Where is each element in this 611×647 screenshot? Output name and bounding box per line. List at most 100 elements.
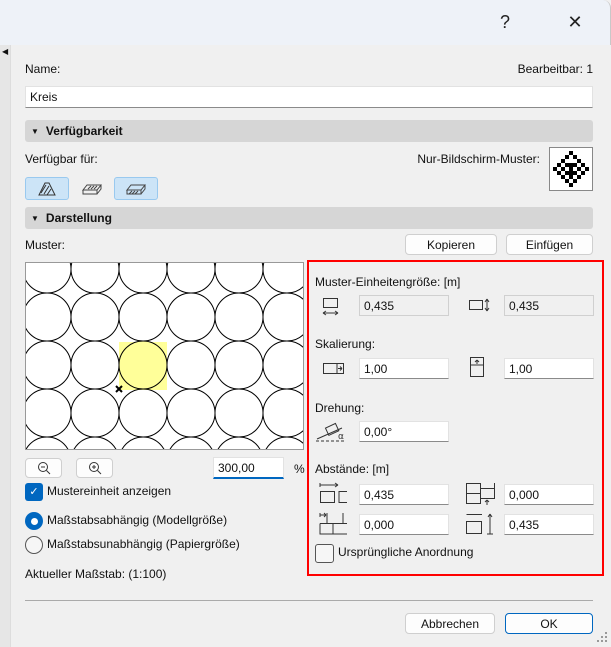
bitmap-pixel [573, 163, 577, 167]
bitmap-pixel [569, 151, 573, 155]
pattern-preview[interactable] [25, 262, 304, 450]
availability-section-header[interactable]: ▼ Verfügbarkeit [25, 120, 593, 142]
unit-height-input: 0,435 [504, 295, 594, 316]
bitmap-pixel [581, 163, 585, 167]
scale-dependent-radio[interactable] [25, 512, 43, 530]
cut-fill-icon [125, 184, 147, 194]
offset-y-icon [466, 483, 495, 505]
screen-pattern-label: Nur-Bildschirm-Muster: [417, 152, 540, 166]
bitmap-pixel [569, 175, 573, 179]
show-unit-checkbox[interactable]: ✓ [25, 483, 43, 501]
pattern-circle [26, 436, 69, 449]
pattern-label: Muster: [25, 238, 66, 252]
ok-button[interactable]: OK [505, 613, 593, 634]
close-button[interactable]: ✕ [567, 12, 583, 32]
screen-pattern-preview[interactable] [549, 147, 593, 191]
side-panel-toggle[interactable]: ◀ [0, 45, 11, 647]
current-scale: Aktueller Maßstab: (1:100) [25, 567, 167, 581]
zoom-in-button[interactable] [76, 458, 113, 478]
spacing-label: Abstände: [m] [315, 462, 390, 476]
unit-width-input: 0,435 [359, 295, 449, 316]
scale-y-input[interactable]: 1,00 [504, 358, 594, 379]
pattern-circle [262, 340, 303, 390]
fill-type-button[interactable] [25, 177, 69, 200]
bitmap-pixel [565, 171, 569, 175]
bitmap-pixel [565, 155, 569, 159]
pattern-circle [217, 436, 261, 449]
pattern-circle [70, 388, 120, 438]
unit-size-label: Muster-Einheitengröße: [m] [315, 275, 461, 289]
pattern-circle [214, 292, 264, 342]
pattern-circle [70, 340, 120, 390]
pattern-circle [118, 263, 168, 294]
scale-x-input[interactable]: 1,00 [359, 358, 449, 379]
bitmap-pixel [557, 163, 561, 167]
scale-y-icon [470, 357, 484, 377]
pattern-circle [26, 340, 72, 390]
bitmap-pixel [569, 183, 573, 187]
bitmap-pixel [577, 167, 581, 171]
original-layout-label: Ursprüngliche Anordnung [338, 545, 474, 559]
pattern-circle [118, 388, 168, 438]
display-section-header[interactable]: ▼ Darstellung [25, 207, 593, 229]
bitmap-pixel [553, 167, 557, 171]
zoom-in-icon [88, 462, 101, 475]
pattern-circle [214, 388, 264, 438]
spacing-x-icon [319, 482, 347, 503]
paste-button[interactable]: Einfügen [506, 234, 593, 255]
pattern-origin-marker [115, 385, 123, 393]
spacing-y-input[interactable]: 0,435 [504, 514, 594, 535]
rotation-label: Drehung: [315, 401, 365, 415]
original-layout-checkbox[interactable] [315, 544, 334, 563]
pattern-circle [214, 340, 264, 390]
collapse-arrow-icon: ◀ [2, 47, 9, 56]
show-unit-label: Mustereinheit anzeigen [47, 484, 172, 498]
offset-x-input[interactable]: 0,000 [359, 514, 449, 535]
bitmap-pixel [577, 175, 581, 179]
zoom-unit: % [294, 462, 305, 476]
spacing-x-input[interactable]: 0,435 [359, 484, 449, 505]
scaling-label: Skalierung: [315, 337, 376, 351]
pattern-circle [262, 263, 303, 294]
cover-fill-icon [81, 184, 103, 194]
pattern-circle [26, 263, 72, 294]
unit-width-icon [322, 298, 339, 316]
fill-icon [38, 182, 56, 195]
zoom-out-button[interactable] [25, 458, 62, 478]
rotation-input[interactable]: 0,00° [359, 421, 449, 442]
bitmap-pixel [561, 159, 565, 163]
name-input[interactable]: Kreis [25, 86, 593, 108]
bitmap-pixel [561, 175, 565, 179]
copy-button[interactable]: Kopieren [405, 234, 497, 255]
checkmark-icon: ✓ [29, 486, 39, 498]
pattern-circle [26, 388, 72, 438]
offset-x-icon [319, 512, 347, 535]
scale-independent-radio[interactable] [25, 536, 43, 554]
section-title: Darstellung [45, 211, 112, 225]
scale-x-icon [323, 363, 344, 374]
zoom-input[interactable]: 300,00 [213, 457, 284, 479]
pattern-circle [265, 436, 303, 449]
bitmap-pixel [569, 167, 573, 171]
pattern-circle [262, 388, 303, 438]
pattern-circle [26, 292, 72, 342]
bitmap-pixel [565, 163, 569, 167]
unit-height-icon [469, 298, 490, 312]
svg-text:α: α [338, 432, 344, 442]
bitmap-pixel [573, 179, 577, 183]
pattern-circle [166, 292, 216, 342]
pattern-circle [70, 263, 120, 294]
bitmap-pixel [585, 167, 589, 171]
offset-y-input[interactable]: 0,000 [504, 484, 594, 505]
cut-fill-button[interactable] [114, 177, 158, 200]
pattern-circle [121, 436, 165, 449]
bitmap-pixel [577, 159, 581, 163]
pattern-circle [166, 340, 216, 390]
cover-fill-button[interactable] [76, 177, 108, 200]
resize-grip-icon[interactable] [597, 632, 609, 644]
help-button[interactable]: ? [499, 12, 510, 32]
footer-divider [25, 600, 593, 601]
bitmap-pixel [573, 155, 577, 159]
highlight-box [307, 260, 604, 576]
cancel-button[interactable]: Abbrechen [405, 613, 495, 634]
